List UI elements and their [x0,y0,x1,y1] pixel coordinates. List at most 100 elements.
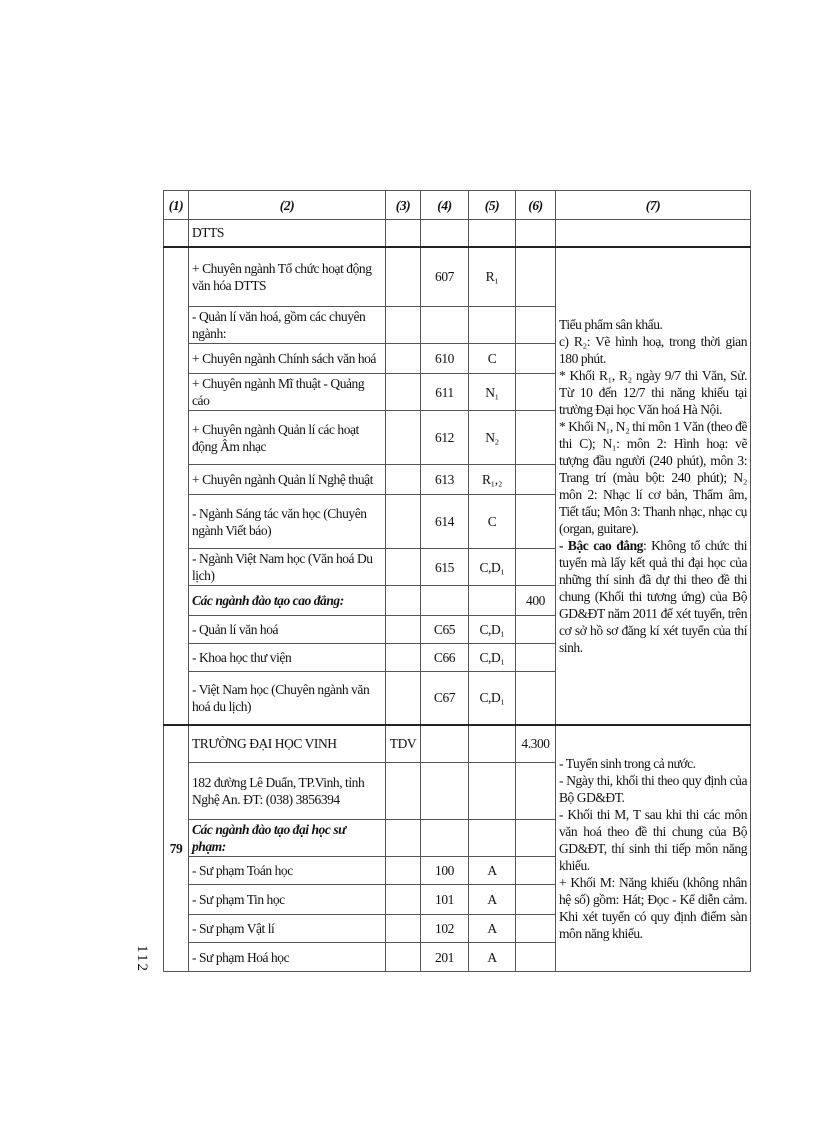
index-cell [163,245,189,725]
major-code: 607 [420,245,469,307]
symbol-cell [385,343,421,374]
quota-cell [515,343,556,374]
table-row: Các ngành đào tạo đại học sư phạm: [164,819,751,857]
major-code [420,219,469,247]
major-code: 612 [420,410,469,465]
table-row: - Sư phạm Tin học 101 A [164,884,751,915]
quota-cell [515,494,556,549]
table-cell [515,762,556,820]
symbol-cell [385,615,421,644]
symbol-cell [385,464,421,495]
major-code [420,585,469,616]
major-name: - Sư phạm Vật lí [188,914,386,943]
major-code: 615 [420,548,469,586]
note-text: : Không tổ chức thi tuyển mà lấy kết quả… [559,537,747,655]
column-header: (7) [555,190,751,220]
quota-cell [515,410,556,465]
table-row: 79 TRƯỜNG ĐẠI HỌC VINH TDV 4.300- Tuyển sin… [163,723,751,972]
major-name: DTTS [188,219,386,247]
table-row: + Chuyên ngành Mĩ thuật - Quảng cáo 611 N₁ [164,373,751,411]
major-code: 101 [420,884,469,915]
exam-group: R₁ [468,245,516,307]
table-cell [385,819,421,857]
exam-group [468,723,516,763]
symbol-cell [385,306,421,344]
notes-cell: Tiểu phẩm sân khấu. c) R₂: Vẽ hình hoạ, t… [555,245,751,725]
note-paragraph: * Khối N₁, N₂ thi môn 1 Văn (theo đề thi… [559,418,747,536]
note-paragraph: - Khối thi M, T sau khi thi các môn văn … [559,806,747,873]
exam-group: A [468,884,516,915]
major-code: 102 [420,914,469,943]
exam-group: R₁,₂ [468,464,516,495]
table-cell [468,819,516,857]
note-paragraph: + Khối M: Năng khiếu (không nhân hệ số) … [559,874,747,941]
major-code [420,306,469,344]
table-row: + Chuyên ngành Quản lí Nghệ thuật 613 R₁,₂ [164,464,751,495]
major-name: + Chuyên ngành Tổ chức hoạt động văn hóa… [188,245,386,307]
table-row: DTTS [163,219,751,247]
exam-group: C,D₁ [468,615,516,644]
table-cell [420,762,469,820]
column-header: (6) [515,190,556,220]
note-paragraph: - Ngày thi, khối thi theo quy định của B… [559,772,747,805]
quota-cell [515,373,556,411]
table-cell [468,762,516,820]
symbol-cell [385,219,421,247]
section-heading: Các ngành đào tạo đại học sư phạm: [188,819,386,857]
quota-cell [515,219,556,247]
major-name: - Sư phạm Tin học [188,884,386,915]
exam-group: A [468,914,516,943]
major-code: C66 [420,643,469,672]
major-name: + Chuyên ngành Quản lí các hoạt động Âm … [188,410,386,465]
table-row: + Chuyên ngành Tổ chức hoạt động văn hóa… [163,245,751,725]
major-name: - Ngành Sáng tác văn học (Chuyên ngành V… [188,494,386,549]
index-cell [163,219,189,247]
note-paragraph: * Khối R₁, R₂ ngày 9/7 thi Văn, Sử. Từ 1… [559,367,747,417]
major-name: + Chuyên ngành Quản lí Nghệ thuật [188,464,386,495]
exam-group [468,306,516,344]
admissions-table: (1) (2) (3) (4) (5) (6) (7) DTTS + Chuyên ngành … [163,190,751,972]
major-name: - Sư phạm Toán học [188,856,386,885]
note-paragraph: - Bậc cao đẳng: Không tổ chức thi tuyển … [559,537,747,656]
symbol-cell [385,884,421,915]
table-row: + Chuyên ngành Quản lí các hoạt động Âm … [164,410,751,465]
quota-cell [515,914,556,943]
exam-group: A [468,856,516,885]
major-code: 201 [420,942,469,972]
table-row: + Chuyên ngành Chính sách văn hoá 610 C [164,343,751,374]
table-cell [515,819,556,857]
column-header: (1) [163,190,189,220]
exam-group: C [468,343,516,374]
major-name: + Chuyên ngành Chính sách văn hoá [188,343,386,374]
quota-cell [515,643,556,672]
exam-group [468,585,516,616]
table-row: - Quản lí văn hoá, gồm các chuyên ngành: [164,306,751,344]
column-header: (5) [468,190,516,220]
major-code: C65 [420,615,469,644]
table-row: - Việt Nam học (Chuyên ngành văn hoá du … [164,671,751,725]
major-name: - Khoa học thư viện [188,643,386,672]
school-number: 79 [163,723,189,972]
quota-cell [515,884,556,915]
symbol-cell [385,671,421,725]
column-header: (2) [188,190,386,220]
major-name: Các ngành đào tạo cao đẳng: [188,585,386,616]
major-name: + Chuyên ngành Mĩ thuật - Quảng cáo [188,373,386,411]
table-row: - Sư phạm Hoá học 201 A [164,942,751,972]
major-name: - Quản lí văn hoá, gồm các chuyên ngành: [188,306,386,344]
column-header: (4) [420,190,469,220]
exam-group: C [468,494,516,549]
exam-group: C,D₁ [468,671,516,725]
quota-cell [515,671,556,725]
notes-cell [555,219,751,247]
quota-cell [515,306,556,344]
symbol-cell [385,942,421,972]
major-code: 100 [420,856,469,885]
column-header: (3) [385,190,421,220]
symbol-cell [385,548,421,586]
major-name: - Quản lí văn hoá [188,615,386,644]
major-name: - Sư phạm Hoá học [188,942,386,972]
exam-group: N₁ [468,373,516,411]
symbol-cell [385,410,421,465]
major-code: 611 [420,373,469,411]
